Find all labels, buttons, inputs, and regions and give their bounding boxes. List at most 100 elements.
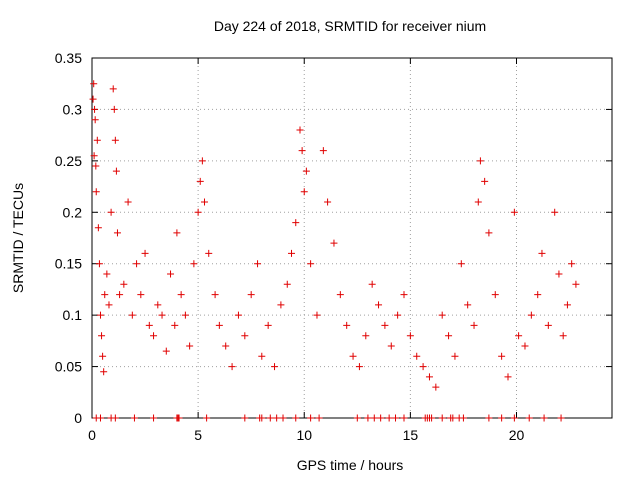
data-point [324, 198, 332, 206]
data-point [198, 157, 206, 165]
data-point [491, 291, 499, 299]
data-point [296, 126, 304, 134]
data-point [101, 291, 109, 299]
data-point [438, 414, 446, 422]
data-point [100, 368, 108, 376]
data-point [510, 208, 518, 216]
data-point [370, 414, 378, 422]
data-point [355, 363, 363, 371]
data-point [392, 414, 400, 422]
data-point [349, 352, 357, 360]
data-point [177, 291, 185, 299]
data-point [186, 342, 194, 350]
data-point [264, 321, 272, 329]
data-point [93, 136, 101, 144]
data-point [90, 80, 98, 88]
data-point [273, 414, 281, 422]
data-point [521, 342, 529, 350]
data-point [200, 198, 208, 206]
data-point [515, 332, 523, 340]
data-point [362, 332, 370, 340]
x-tick-label: 10 [296, 427, 312, 443]
data-point [572, 280, 580, 288]
data-point [298, 147, 306, 155]
data-point [222, 342, 230, 350]
data-point [400, 414, 408, 422]
data-point [175, 414, 183, 422]
data-point [300, 188, 308, 196]
data-point [555, 270, 563, 278]
data-point [292, 414, 300, 422]
data-point [92, 162, 100, 170]
data-point [385, 414, 393, 422]
data-point [137, 291, 145, 299]
data-point [162, 347, 170, 355]
data-point [438, 311, 446, 319]
data-point [315, 414, 323, 422]
data-point [111, 136, 119, 144]
data-point [109, 85, 117, 93]
data-point [116, 291, 124, 299]
data-point [92, 188, 100, 196]
chart-title: Day 224 of 2018, SRMTID for receiver niu… [213, 18, 487, 34]
data-point [96, 414, 104, 422]
data-point [288, 249, 296, 257]
data-point [266, 414, 274, 422]
data-point [124, 198, 132, 206]
data-point [343, 321, 351, 329]
data-point [313, 311, 321, 319]
data-point [111, 414, 119, 422]
data-point [459, 414, 467, 422]
y-tick-label: 0.25 [55, 153, 82, 169]
data-point [258, 352, 266, 360]
data-point [527, 311, 535, 319]
data-point [98, 332, 106, 340]
data-point [292, 219, 300, 227]
data-point [307, 260, 315, 268]
data-point [154, 301, 162, 309]
data-point [110, 105, 118, 113]
data-point [158, 311, 166, 319]
data-point [406, 332, 414, 340]
data-point [133, 260, 141, 268]
data-point [196, 177, 204, 185]
data-point [451, 352, 459, 360]
data-point [215, 321, 223, 329]
data-point [205, 249, 213, 257]
data-point [432, 383, 440, 391]
data-point [470, 321, 478, 329]
data-point [449, 414, 457, 422]
data-point [557, 414, 565, 422]
data-point [394, 311, 402, 319]
y-tick-label: 0.15 [55, 256, 82, 272]
data-point [271, 363, 279, 371]
data-point [279, 414, 287, 422]
data-point [228, 363, 236, 371]
data-point [538, 249, 546, 257]
data-point [485, 229, 493, 237]
y-tick-label: 0.35 [55, 50, 82, 66]
x-tick-label: 20 [509, 427, 525, 443]
data-point [203, 414, 211, 422]
x-tick-label: 15 [403, 427, 419, 443]
data-point [330, 239, 338, 247]
data-point [568, 260, 576, 268]
data-point [559, 332, 567, 340]
data-point [94, 224, 102, 232]
data-point [171, 321, 179, 329]
data-point [120, 280, 128, 288]
data-point [413, 352, 421, 360]
data-point [428, 414, 436, 422]
data-point [563, 301, 571, 309]
data-point [247, 291, 255, 299]
data-point [353, 414, 361, 422]
data-point [387, 342, 395, 350]
data-point [150, 332, 158, 340]
data-point [130, 414, 138, 422]
data-point [551, 208, 559, 216]
data-point [95, 260, 103, 268]
data-point [307, 414, 315, 422]
data-point [145, 321, 153, 329]
data-point [377, 414, 385, 422]
